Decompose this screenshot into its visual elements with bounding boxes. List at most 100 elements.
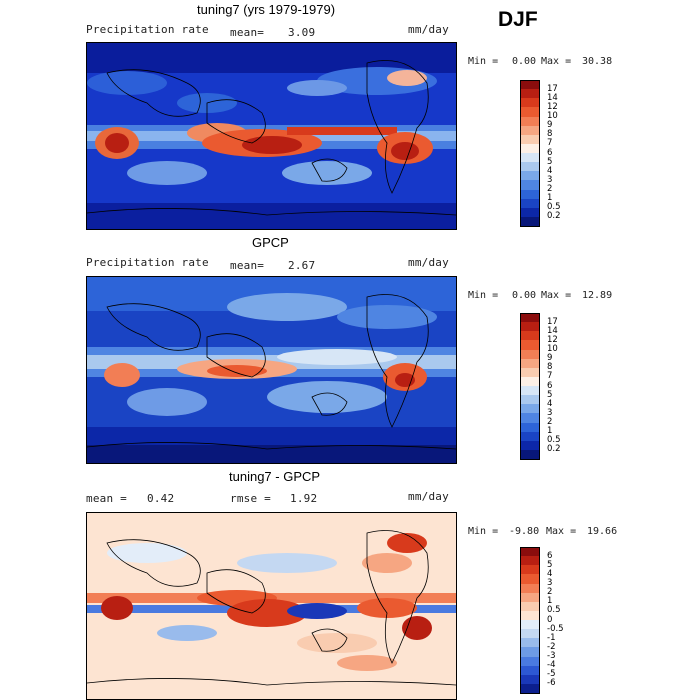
- colorbar-tick-label: 2: [547, 417, 553, 427]
- colorbar-swatch: [520, 171, 540, 181]
- panel-2-mean-label: mean=: [230, 259, 265, 272]
- colorbar-swatch: [520, 422, 540, 433]
- panel-2-map-field: [87, 277, 456, 463]
- colorbar-tick-label: -6: [547, 678, 556, 689]
- colorbar-swatch: [520, 358, 540, 369]
- panel-2-mean-value: 2.67: [288, 259, 316, 272]
- colorbar-swatch: [520, 125, 540, 136]
- colorbar-tick-label: 8: [547, 129, 553, 140]
- panel-3-mean-value: 0.42: [147, 492, 175, 505]
- colorbar-tick-label: 14: [547, 92, 558, 103]
- panel-3-mean-label: mean =: [86, 492, 127, 505]
- panel-2-variable-label: Precipitation rate: [86, 256, 209, 269]
- colorbar-swatch: [520, 638, 540, 648]
- colorbar-tick-label: 9: [547, 120, 553, 131]
- colorbar-tick-label: 7: [547, 371, 553, 382]
- colorbar-tick-label: 0.5: [547, 202, 561, 213]
- colorbar-swatch: [520, 198, 540, 209]
- colorbar-tick-label: 3: [547, 578, 553, 588]
- panel-1-map-field: [87, 43, 456, 229]
- panel-1-colorbar: 17 14 12 10 9 8 7 6 5 4 3 2 1 0.5 0.2: [520, 80, 580, 227]
- panel-1-max-value: 30.38: [582, 56, 613, 67]
- colorbar-tick-label: 7: [547, 138, 553, 149]
- colorbar-tick-label: 6: [547, 380, 553, 391]
- colorbar-swatch: [520, 431, 540, 442]
- colorbar-swatch: [520, 683, 540, 694]
- colorbar-swatch: [520, 647, 540, 657]
- colorbar-tick-label: 0: [547, 614, 553, 625]
- panel-2-units: mm/day: [408, 256, 449, 269]
- panel-1-min-value: 0.00: [512, 56, 537, 67]
- panel-3-rmse-label: rmse =: [230, 492, 271, 505]
- panel-3-min-label: Min =: [468, 526, 499, 537]
- panel-2-max-label: Max =: [541, 290, 572, 301]
- colorbar-swatch: [520, 331, 540, 341]
- colorbar-tick-label: 17: [547, 316, 558, 327]
- colorbar-swatch: [520, 583, 540, 594]
- panel-2-map: [86, 276, 457, 464]
- panel-3-max-label: Max =: [546, 526, 577, 537]
- panel-1-units: mm/day: [408, 23, 449, 36]
- colorbar-swatch: [520, 565, 540, 575]
- colorbar-tick-label: 12: [547, 101, 558, 112]
- panel-3-colorbar: 6 5 4 3 2 1 0.5 0 -0.5 -1 -2 -3 -4 -5 -6: [520, 547, 580, 694]
- colorbar-swatch: [520, 89, 540, 99]
- colorbar-swatch: [520, 107, 540, 117]
- colorbar-swatch: [520, 98, 540, 108]
- colorbar-tick-label: 9: [547, 353, 553, 364]
- colorbar-tick-label: 12: [547, 334, 558, 345]
- colorbar-tick-label: 0.2: [547, 444, 561, 455]
- colorbar-swatch: [520, 620, 540, 630]
- colorbar-tick-label: -3: [547, 651, 556, 661]
- panel-2-colorbar: 17 14 12 10 9 8 7 6 5 4 3 2 1 0.5 0.2: [520, 313, 580, 460]
- colorbar-tick-label: 0.2: [547, 211, 561, 222]
- colorbar-tick-label: 10: [547, 111, 558, 121]
- colorbar-swatch: [520, 592, 540, 603]
- colorbar-tick-label: -0.5: [547, 623, 564, 634]
- colorbar-swatch: [520, 440, 540, 451]
- colorbar-swatch: [520, 395, 540, 405]
- colorbar-swatch: [520, 656, 540, 667]
- colorbar-swatch: [520, 449, 540, 460]
- colorbar-swatch: [520, 610, 540, 621]
- colorbar-swatch: [520, 216, 540, 227]
- colorbar-tick-label: 2: [547, 184, 553, 194]
- panel-1-map: [86, 42, 457, 230]
- season-label: DJF: [498, 8, 538, 31]
- panel-3-units: mm/day: [408, 490, 449, 503]
- colorbar-swatch: [520, 116, 540, 127]
- colorbar-swatch: [520, 153, 540, 163]
- colorbar-tick-label: 6: [547, 550, 553, 561]
- panel-3-title: tuning7 - GPCP: [229, 469, 321, 484]
- panel-1-min-label: Min =: [468, 56, 499, 67]
- colorbar-tick-label: 0.5: [547, 605, 561, 616]
- colorbar-tick-label: 4: [547, 398, 553, 409]
- colorbar-tick-label: 8: [547, 362, 553, 373]
- colorbar-tick-label: -5: [547, 669, 556, 680]
- colorbar-swatch: [520, 80, 540, 90]
- panel-2-min-label: Min =: [468, 290, 499, 301]
- colorbar-tick-label: -1: [547, 632, 556, 643]
- colorbar-swatch: [520, 413, 540, 423]
- colorbar-tick-label: 5: [547, 559, 553, 570]
- colorbar-tick-label: 4: [547, 165, 553, 176]
- colorbar-swatch: [520, 349, 540, 360]
- panel-1-mean-value: 3.09: [288, 26, 316, 39]
- colorbar-tick-label: 6: [547, 147, 553, 158]
- colorbar-tick-label: 1: [547, 596, 553, 607]
- colorbar-tick-label: -4: [547, 660, 556, 671]
- colorbar-swatch: [520, 207, 540, 218]
- panel-1-max-label: Max =: [541, 56, 572, 67]
- panel-1-mean-label: mean=: [230, 26, 265, 39]
- colorbar-swatch: [520, 601, 540, 612]
- panel-3-map-field: [87, 513, 456, 699]
- colorbar-tick-label: 5: [547, 156, 553, 167]
- colorbar-tick-label: 3: [547, 174, 553, 185]
- colorbar-swatch: [520, 386, 540, 396]
- colorbar-swatch: [520, 367, 540, 378]
- colorbar-swatch: [520, 556, 540, 566]
- colorbar-tick-label: 17: [547, 83, 558, 94]
- colorbar-swatch: [520, 376, 540, 387]
- panel-1-title: tuning7 (yrs 1979-1979): [197, 2, 336, 17]
- colorbar-tick-label: 10: [547, 344, 558, 354]
